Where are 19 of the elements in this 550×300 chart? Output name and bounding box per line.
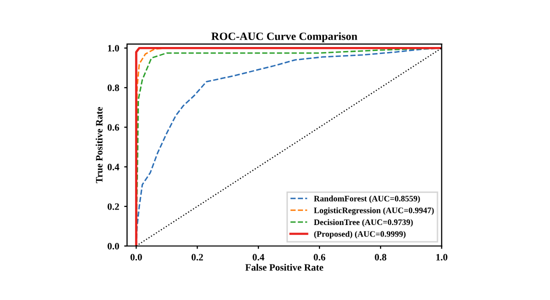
y-tick-label: 1.0 [108, 44, 120, 52]
chart-title: ROC-AUC Curve Comparison [211, 32, 358, 42]
x-tick-label: 0.8 [374, 254, 386, 261]
y-tick-label: 0.4 [108, 164, 120, 170]
x-tick-label: 0.2 [192, 254, 203, 261]
legend-label: RandomForest (AUC=0.8559) [314, 196, 420, 204]
x-tick-label: 0.6 [314, 254, 326, 261]
y-tick-label: 0.6 [108, 124, 120, 131]
y-tick-label: 0.8 [108, 84, 120, 92]
x-tick-label: 1.0 [436, 254, 448, 261]
x-axis-title: False Positive Rate [245, 264, 324, 271]
legend-label: DecisionTree (AUC=0.9739) [314, 219, 413, 227]
x-tick-label: 0.4 [252, 254, 264, 261]
legend-label: (Proposed) (AUC=0.9999) [314, 230, 406, 238]
y-tick-label: 0.2 [108, 203, 119, 210]
y-axis-title: True Positive Rate [96, 107, 103, 184]
legend-label: LogisticRegression (AUC=0.9947) [314, 207, 434, 215]
x-tick-label: 0.0 [130, 254, 142, 261]
y-tick-label: 0.0 [108, 242, 120, 250]
